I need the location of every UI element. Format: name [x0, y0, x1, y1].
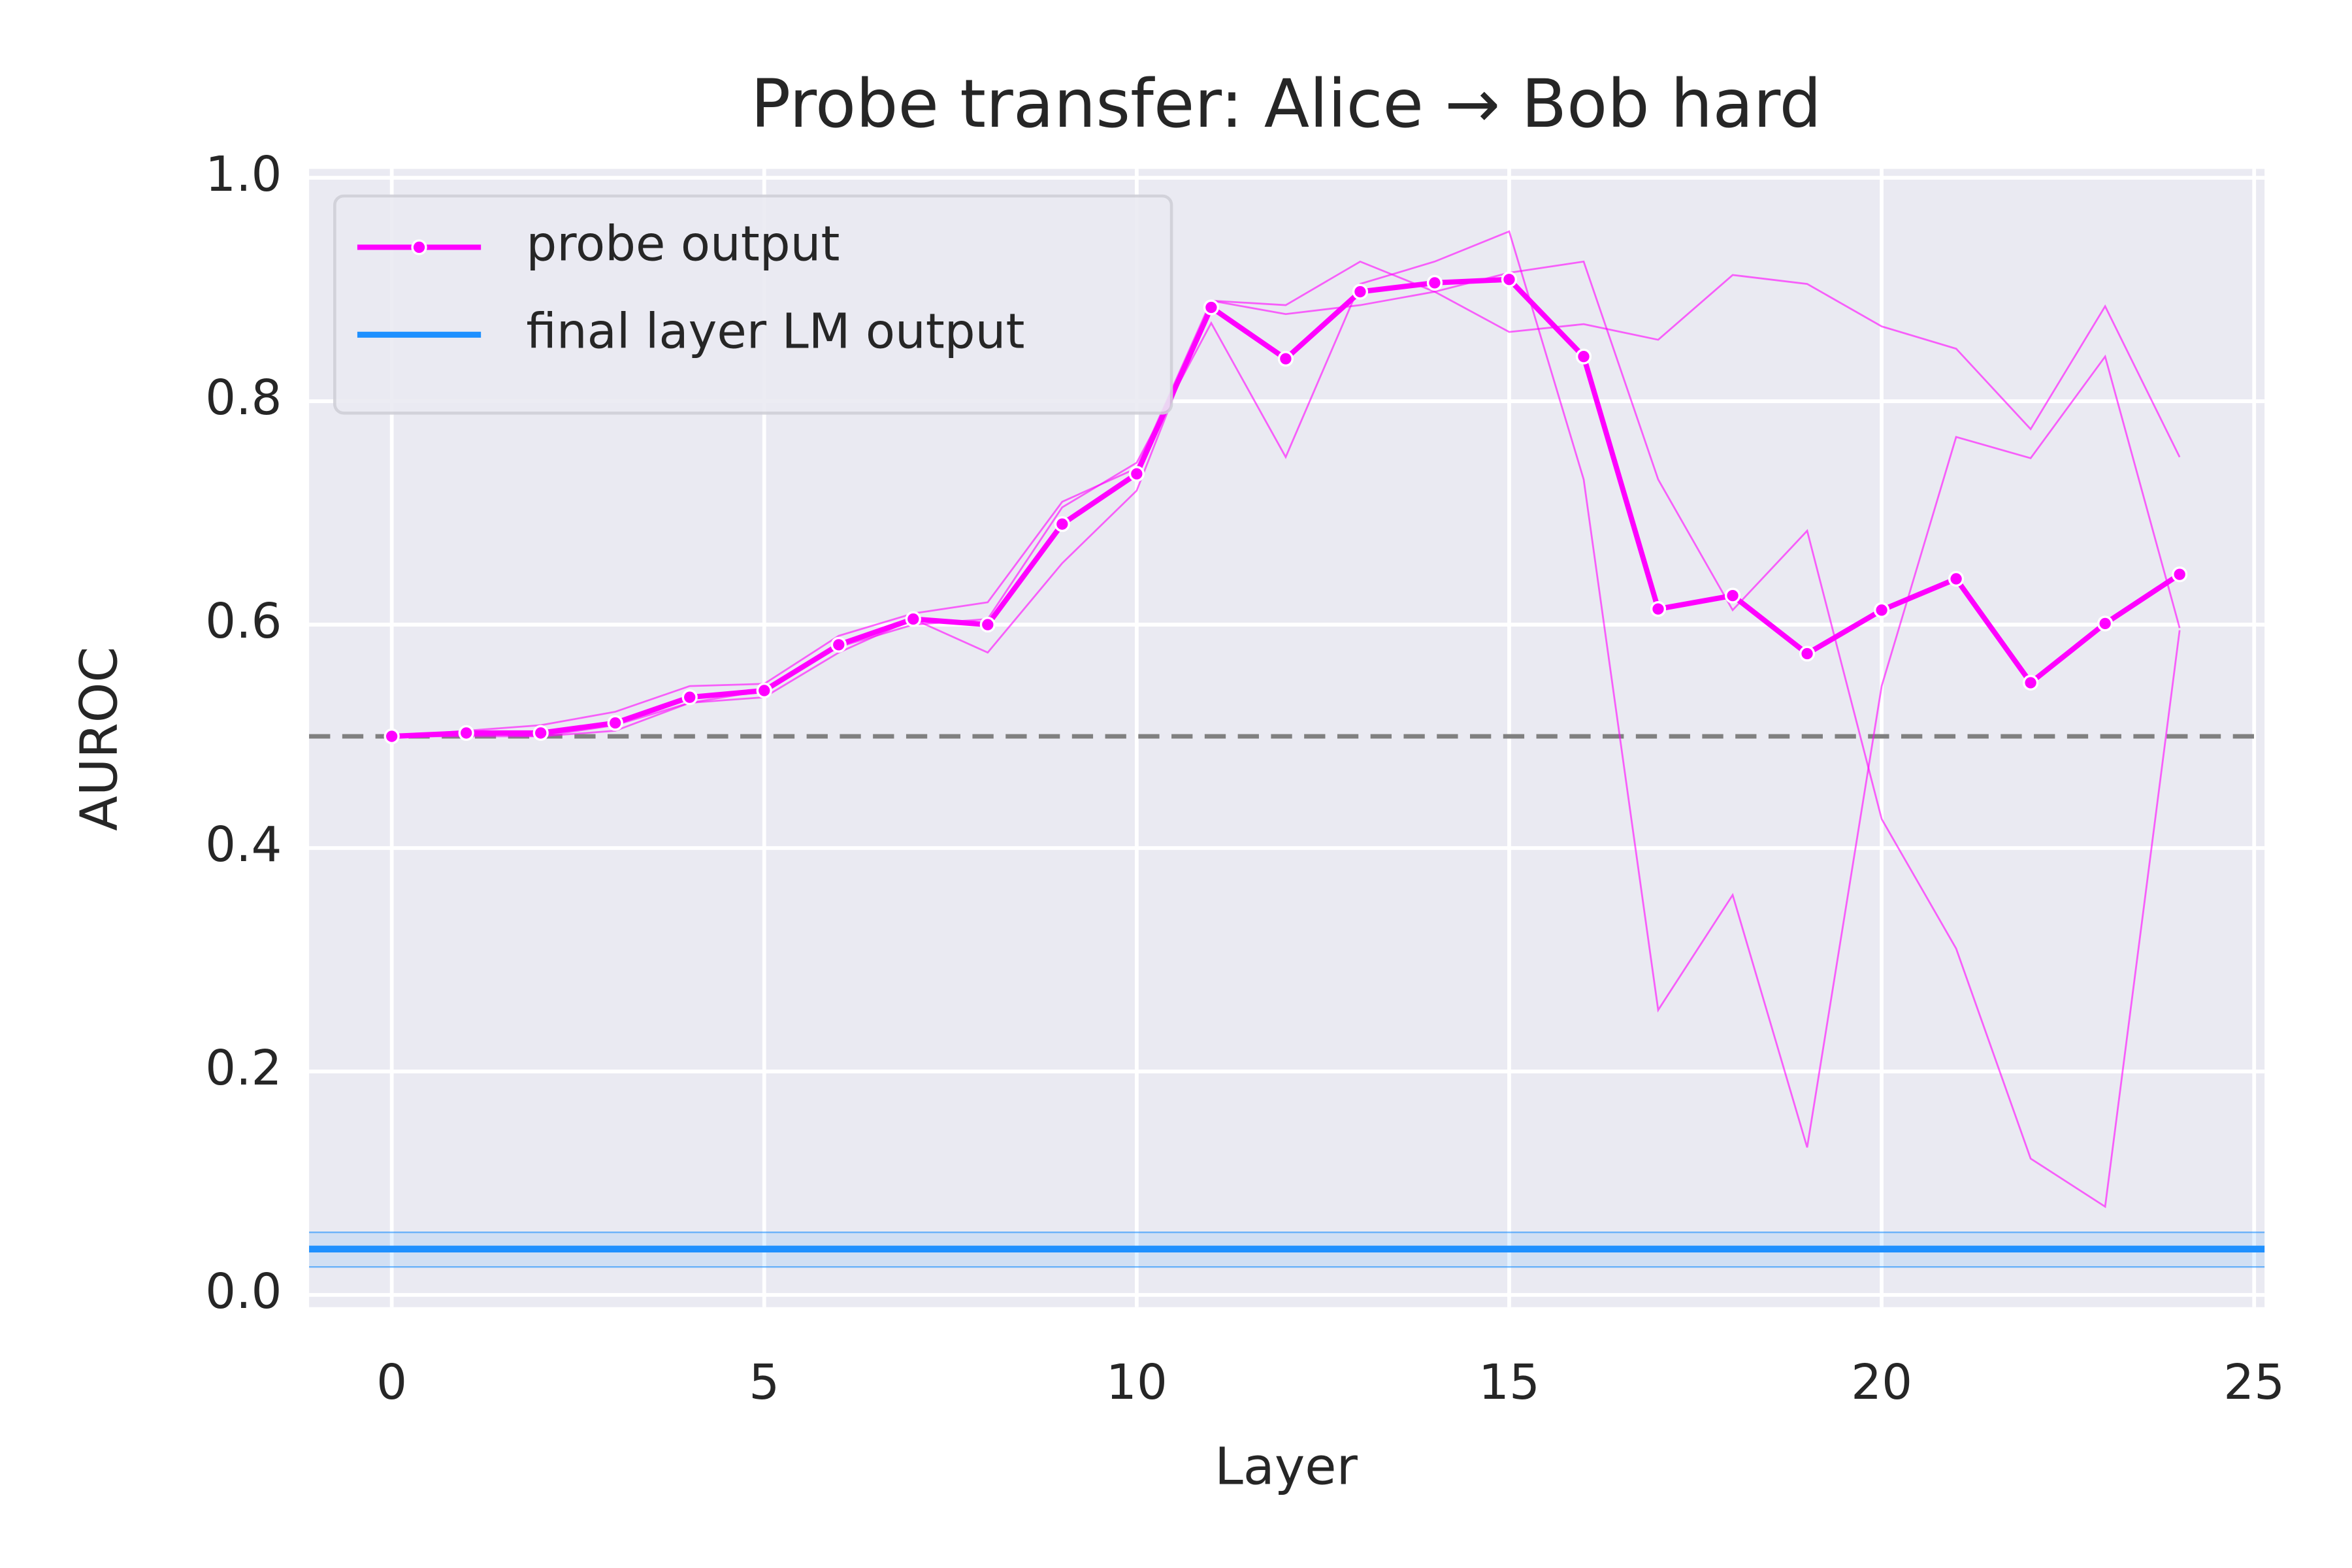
point — [1799, 645, 1816, 662]
legend-label: probe output — [526, 216, 840, 272]
point — [1873, 602, 1890, 618]
point — [532, 725, 549, 742]
legend-label: final layer LM output — [526, 303, 1024, 359]
point — [607, 715, 623, 731]
y-tick-label: 1.0 — [205, 146, 282, 203]
x-axis-label: Layer — [1215, 1436, 1358, 1496]
point — [1277, 351, 1294, 367]
run-line — [391, 260, 2181, 738]
point — [458, 725, 474, 742]
y-tick-label: 0.6 — [205, 593, 282, 649]
point — [756, 682, 772, 699]
x-tick-label: 10 — [1106, 1354, 1168, 1411]
point — [1650, 601, 1667, 617]
point — [1128, 466, 1145, 482]
legend: probe output final layer LM output — [333, 194, 1173, 415]
x-tick-label: 25 — [2223, 1354, 2285, 1411]
point — [2023, 674, 2039, 691]
y-axis-label: AUROC — [69, 647, 129, 831]
point — [905, 611, 921, 627]
chart-title: Probe transfer: Alice → Bob hard — [751, 65, 1821, 142]
y-tick-label: 0.8 — [205, 370, 282, 426]
x-tick-label: 15 — [1478, 1354, 1540, 1411]
x-tick-label: 5 — [749, 1354, 779, 1411]
point — [2172, 566, 2188, 583]
point — [1352, 284, 1369, 300]
point — [1203, 299, 1219, 316]
point — [384, 728, 400, 745]
marks — [309, 230, 2265, 1268]
point — [1575, 348, 1592, 365]
point — [979, 616, 996, 633]
x-tick-label: 0 — [376, 1354, 407, 1411]
x-tick-label: 20 — [1851, 1354, 1912, 1411]
point — [681, 689, 698, 706]
legend-box — [333, 194, 1173, 415]
point — [2097, 615, 2114, 632]
legend-marker — [411, 239, 427, 255]
y-tick-label: 0.2 — [205, 1040, 282, 1096]
y-tick-label: 0.4 — [205, 817, 282, 873]
point — [1426, 274, 1443, 291]
point — [1501, 271, 1518, 287]
point — [1054, 516, 1070, 532]
y-tick-label: 0.0 — [205, 1264, 282, 1320]
point — [1724, 587, 1741, 604]
point — [1948, 570, 1965, 587]
point — [830, 636, 847, 653]
